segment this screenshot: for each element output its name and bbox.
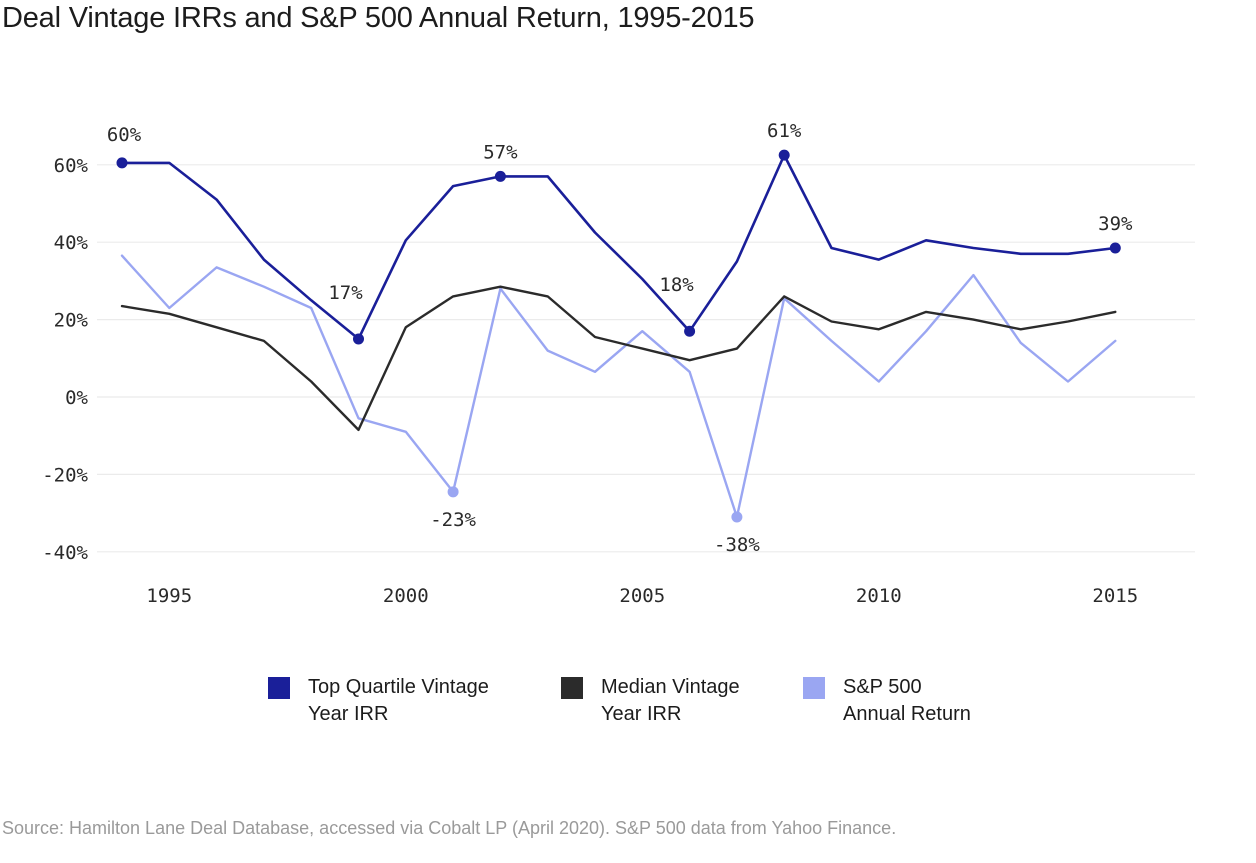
gridlines bbox=[97, 164, 1195, 553]
axes: 60% 40% 20% 0% -20% -40% 1995 2000 2005 2010 2015 bbox=[42, 155, 1138, 607]
y-tick-label: 20% bbox=[54, 310, 89, 332]
legend: Top Quartile Vintage Year IRR Median Vin… bbox=[0, 674, 1256, 734]
x-tick-label: 2010 bbox=[856, 585, 902, 607]
data-label: 57% bbox=[483, 141, 518, 163]
series-lines bbox=[120, 153, 1117, 519]
y-tick-label: 0% bbox=[65, 387, 88, 409]
series-line-sp500 bbox=[120, 254, 1117, 519]
data-label: 17% bbox=[328, 282, 363, 304]
data-point-marker bbox=[353, 333, 364, 345]
series-line-top-quartile bbox=[120, 153, 1117, 341]
data-label: 18% bbox=[659, 274, 694, 296]
series-line-median bbox=[120, 285, 1117, 432]
data-point-marker bbox=[1109, 242, 1121, 254]
chart-title: Deal Vintage IRRs and S&P 500 Annual Ret… bbox=[2, 2, 755, 34]
data-label: 39% bbox=[1098, 213, 1133, 235]
legend-label-sp500: S&P 500 Annual Return bbox=[843, 676, 971, 725]
data-point-marker bbox=[778, 149, 790, 161]
legend-item-top-quartile[interactable]: Top Quartile Vintage Year IRR bbox=[268, 674, 489, 728]
y-tick-label: 40% bbox=[54, 232, 89, 254]
legend-item-sp500[interactable]: S&P 500 Annual Return bbox=[803, 674, 971, 728]
x-tick-label: 2005 bbox=[619, 585, 665, 607]
legend-label-median: Median Vintage Year IRR bbox=[601, 676, 740, 725]
legend-swatch-median bbox=[561, 677, 583, 699]
data-point-marker bbox=[494, 170, 506, 182]
legend-label-top-quartile: Top Quartile Vintage Year IRR bbox=[308, 676, 489, 725]
y-tick-label: -20% bbox=[42, 464, 88, 486]
x-tick-label: 1995 bbox=[146, 585, 192, 607]
x-tick-label: 2000 bbox=[383, 585, 429, 607]
data-point-marker bbox=[684, 325, 696, 337]
legend-swatch-top-quartile bbox=[268, 677, 290, 699]
data-label: 61% bbox=[767, 120, 802, 142]
legend-item-median[interactable]: Median Vintage Year IRR bbox=[561, 674, 740, 728]
y-tick-label: 60% bbox=[54, 155, 89, 177]
data-point-marker bbox=[116, 157, 128, 169]
y-tick-label: -40% bbox=[42, 542, 88, 564]
data-point-marker bbox=[731, 511, 743, 523]
data-label: -38% bbox=[714, 534, 760, 556]
data-labels: 60% 17% 57% 18% 61% 39% -23% -38% bbox=[107, 120, 1133, 556]
source-note: Source: Hamilton Lane Deal Database, acc… bbox=[2, 818, 897, 838]
data-label: -23% bbox=[430, 509, 476, 531]
data-point-marker bbox=[447, 486, 459, 498]
data-label: 60% bbox=[107, 124, 142, 146]
legend-swatch-sp500 bbox=[803, 677, 825, 699]
x-tick-label: 2015 bbox=[1092, 585, 1138, 607]
